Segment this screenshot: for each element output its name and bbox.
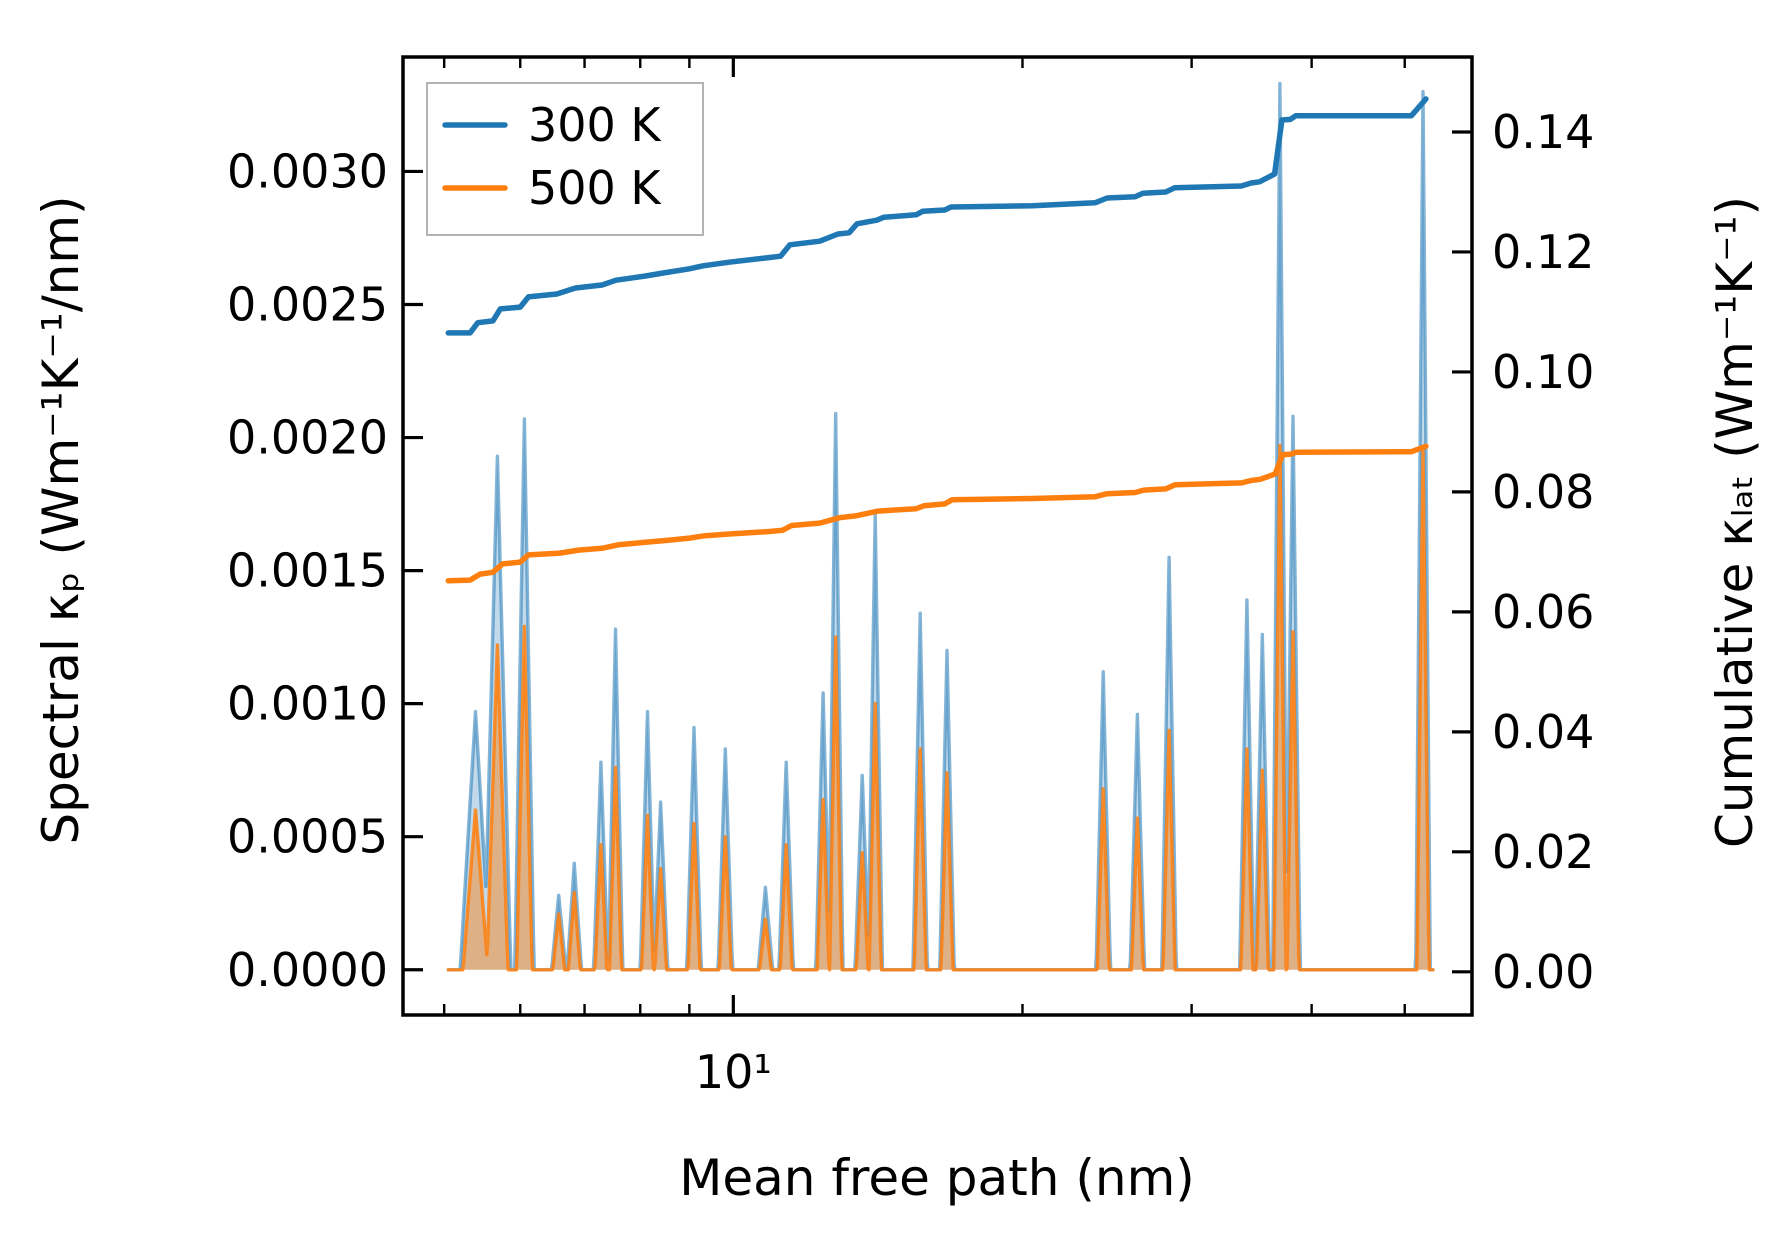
x-axis-label: Mean free path (nm) <box>679 1149 1195 1207</box>
legend: 300 K 500 K <box>426 82 704 236</box>
legend-label: 300 K <box>528 98 662 152</box>
right-axis-label: Cumulative κₗₐₜ (Wm⁻¹K⁻¹) <box>1706 196 1764 848</box>
left-axis-tick-label: 0.0010 <box>227 677 388 731</box>
left-axis-tick-label: 0.0025 <box>227 277 388 331</box>
left-axis-label: Spectral κₚ (Wm⁻¹K⁻¹/nm) <box>32 195 90 844</box>
plot-frame <box>401 55 1474 1017</box>
left-axis-tick-label: 0.0015 <box>227 544 388 598</box>
legend-label: 500 K <box>528 161 662 215</box>
right-axis-tick-label: 0.08 <box>1492 465 1594 519</box>
spectral-500K-line <box>446 443 1435 972</box>
left-axis-tick-label: 0.0020 <box>227 411 388 465</box>
right-axis-tick-label: 0.00 <box>1492 945 1594 999</box>
right-axis-tick-label: 0.06 <box>1492 585 1594 639</box>
x-axis-tick-label: 10¹ <box>695 1045 772 1099</box>
right-axis-tick-label: 0.04 <box>1492 705 1594 759</box>
legend-box <box>426 82 704 236</box>
cumulative-500K-line <box>445 443 1429 584</box>
right-axis-tick-label: 0.14 <box>1492 105 1594 159</box>
right-axis-tick-label: 0.10 <box>1492 345 1594 399</box>
right-axis-tick-label: 0.02 <box>1492 825 1594 879</box>
left-axis-tick-label: 0.0005 <box>227 810 388 864</box>
left-axis-tick-label: 0.0030 <box>227 144 388 198</box>
cumulative-300K-line <box>445 96 1429 336</box>
left-axis-tick-label: 0.0000 <box>227 943 388 997</box>
right-axis-tick-label: 0.12 <box>1492 225 1594 279</box>
